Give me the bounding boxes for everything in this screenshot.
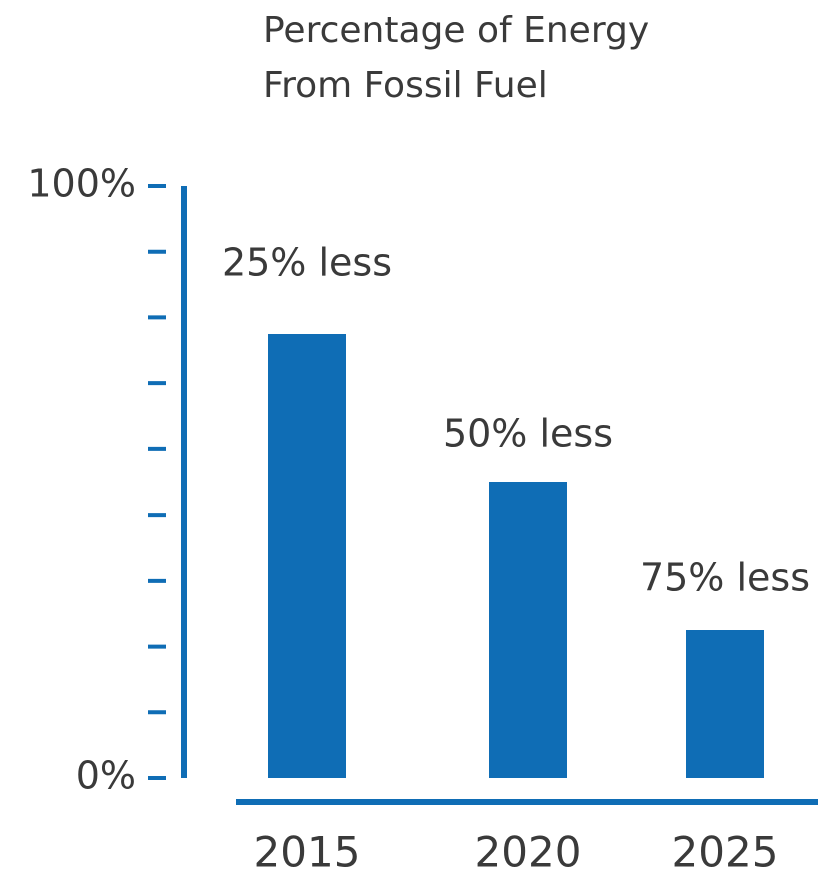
chart-title: From Fossil Fuel [263,65,548,106]
chart-title: Percentage of Energy [263,10,649,51]
bar-annotation: 50% less [443,412,613,456]
y-tick-label: 100% [27,162,136,206]
bar-annotation: 25% less [222,241,392,285]
x-tick-label: 2025 [672,828,779,872]
bar [686,630,764,778]
bar-annotation: 75% less [640,556,810,600]
bar [268,334,346,778]
x-tick-label: 2020 [475,828,582,872]
y-tick-label: 0% [76,754,136,798]
bar [489,482,567,778]
x-tick-label: 2015 [254,828,361,872]
